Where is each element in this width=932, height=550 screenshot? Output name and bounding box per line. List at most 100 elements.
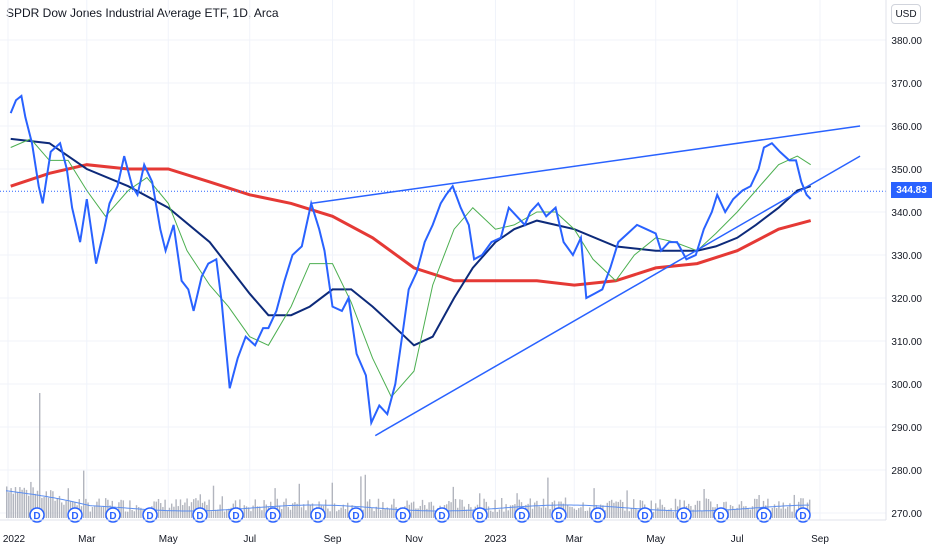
- volume-bar: [54, 500, 56, 518]
- volume-bar: [140, 507, 142, 518]
- volume-bar: [512, 505, 514, 518]
- volume-bar: [483, 498, 485, 518]
- volume-bar: [743, 506, 745, 518]
- dividend-marker[interactable]: D: [551, 507, 567, 523]
- volume-bar: [608, 500, 611, 518]
- dividend-marker[interactable]: D: [514, 507, 530, 523]
- volume-bar: [696, 500, 699, 518]
- dividend-marker[interactable]: D: [348, 507, 364, 523]
- chart-title: SPDR Dow Jones Industrial Average ETF, 1…: [6, 6, 279, 20]
- trendline-upper[interactable]: [311, 125, 861, 205]
- dividend-circle: [395, 507, 411, 523]
- volume-bar: [606, 502, 608, 518]
- dividend-marker[interactable]: D: [142, 507, 158, 523]
- volume-bar: [580, 507, 582, 518]
- volume-bar: [333, 503, 336, 518]
- dividend-label: D: [799, 511, 806, 522]
- volume-bar: [133, 511, 135, 518]
- volume-bar: [624, 510, 626, 518]
- dividend-marker[interactable]: D: [637, 507, 653, 523]
- volume-bar: [331, 482, 333, 518]
- volume-bar: [470, 507, 472, 518]
- dividend-marker[interactable]: D: [192, 507, 208, 523]
- x-tick-label: May: [159, 534, 178, 545]
- x-tick-label: 2023: [484, 534, 507, 545]
- time-axis[interactable]: 2022 Mar May Jul Sep Nov 2023 Mar May Jul Sep: [3, 534, 829, 545]
- volume-bar: [622, 501, 624, 518]
- volume-bar: [496, 511, 498, 518]
- volume-bar: [245, 506, 248, 518]
- dividend-circle: [514, 507, 530, 523]
- dividend-marker[interactable]: D: [29, 507, 45, 523]
- volume-bar: [274, 488, 276, 518]
- volume-bar: [12, 493, 14, 518]
- volume-bar: [542, 498, 545, 518]
- y-tick-label: 360.00: [891, 122, 922, 133]
- volume-bar: [780, 508, 782, 518]
- dividend-marker[interactable]: D: [105, 507, 121, 523]
- dividend-marker[interactable]: D: [676, 507, 692, 523]
- price-axis[interactable]: 380.00 370.00 360.00 350.00 340.00 330.00 320.…: [891, 36, 922, 520]
- dividend-circle: [105, 507, 121, 523]
- volume-bar: [551, 502, 553, 518]
- volume-bar: [531, 508, 534, 518]
- volume-bar: [415, 508, 417, 518]
- x-tick-label: Sep: [811, 534, 829, 545]
- volume-bar: [10, 488, 12, 518]
- dividend-label: D: [555, 511, 562, 522]
- y-tick-label: 330.00: [891, 251, 922, 262]
- volume-bar: [538, 506, 540, 518]
- volume-bar: [432, 505, 435, 518]
- volume-bar: [424, 505, 426, 518]
- volume-bar: [388, 508, 391, 518]
- volume-bar: [177, 506, 179, 518]
- volume-bar: [459, 499, 461, 518]
- volume-bar: [252, 505, 254, 518]
- volume-bar: [28, 495, 30, 518]
- dividend-label: D: [760, 511, 767, 522]
- volume-bar: [344, 508, 347, 518]
- dividend-marker[interactable]: D: [265, 507, 281, 523]
- y-tick-label: 350.00: [891, 165, 922, 176]
- dividend-circle: [590, 507, 606, 523]
- volume-bar: [729, 504, 732, 518]
- volume-bar: [223, 511, 226, 518]
- dividend-label: D: [269, 511, 276, 522]
- volume-bar: [655, 503, 657, 518]
- volume-bar: [186, 498, 188, 518]
- volume-bar: [34, 493, 36, 518]
- dividend-marker[interactable]: D: [590, 507, 606, 523]
- dividend-label: D: [109, 511, 116, 522]
- dividend-label: D: [196, 511, 203, 522]
- dividend-marker[interactable]: D: [795, 507, 811, 523]
- volume-bar: [661, 504, 663, 518]
- dividend-marker[interactable]: D: [67, 507, 83, 523]
- volume-bar: [210, 511, 212, 518]
- ma-mid-line: [10, 137, 812, 347]
- trendline-lower[interactable]: [374, 155, 861, 437]
- volume-bar: [96, 501, 98, 518]
- volume-bar: [586, 510, 589, 518]
- volume-bar: [179, 499, 182, 518]
- volume-bar: [369, 499, 371, 518]
- volume-bar: [516, 493, 518, 518]
- dividend-marker[interactable]: D: [434, 507, 450, 523]
- dividend-circle: [551, 507, 567, 523]
- dividend-circle: [795, 507, 811, 523]
- dividend-marker[interactable]: D: [713, 507, 729, 523]
- volume-bar: [43, 497, 45, 518]
- currency-button[interactable]: USD: [891, 4, 921, 24]
- dividend-marker[interactable]: D: [395, 507, 411, 523]
- dividend-marker[interactable]: D: [756, 507, 772, 523]
- dividend-marker[interactable]: D: [228, 507, 244, 523]
- y-tick-label: 280.00: [891, 466, 922, 477]
- volume-bar: [479, 493, 481, 518]
- dividend-marker[interactable]: D: [310, 507, 326, 523]
- volume-bar: [327, 508, 329, 518]
- volume-bar: [615, 501, 617, 518]
- volume-bar: [545, 507, 547, 518]
- dividend-marker[interactable]: D: [472, 507, 488, 523]
- volume-bar: [573, 508, 575, 518]
